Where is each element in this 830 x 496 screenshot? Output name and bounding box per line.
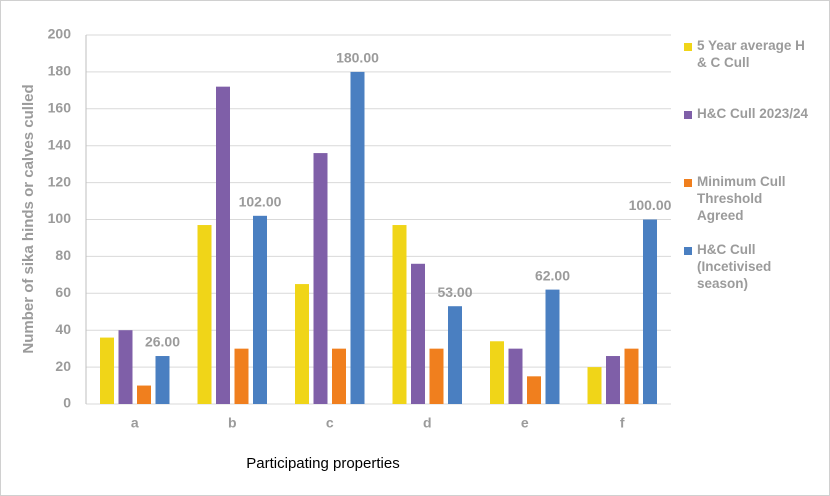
bar <box>490 341 504 404</box>
bar <box>429 348 444 404</box>
bar <box>216 86 230 404</box>
bar <box>332 348 346 404</box>
y-tick-label: 60 <box>55 284 71 300</box>
bar <box>624 348 639 404</box>
y-tick-label: 120 <box>48 173 72 189</box>
y-tick-label: 80 <box>55 247 71 263</box>
bar <box>253 215 267 404</box>
bar <box>643 219 657 404</box>
bar <box>234 348 249 404</box>
bar <box>587 367 602 404</box>
legend-item: Minimum Cull Threshold Agreed <box>684 173 809 241</box>
bar <box>100 337 114 404</box>
x-tick-label: e <box>521 415 529 431</box>
bar <box>508 348 523 404</box>
bar <box>411 263 425 404</box>
y-tick-label: 0 <box>63 395 71 411</box>
data-label: 53.00 <box>437 284 472 300</box>
bar <box>606 356 620 404</box>
legend-swatch <box>684 111 692 119</box>
x-axis-title: Participating properties <box>246 455 399 472</box>
bar <box>448 306 462 404</box>
legend-label: 5 Year average H & C Cull <box>697 38 805 70</box>
bar <box>350 71 365 405</box>
data-label: 102.00 <box>239 194 282 210</box>
x-tick-label: d <box>423 415 432 431</box>
legend-swatch <box>684 247 692 255</box>
data-label: 100.00 <box>629 197 672 213</box>
bar <box>392 225 407 404</box>
legend-label: H&C Cull 2023/24 <box>697 106 809 121</box>
legend-item: 5 Year average H & C Cull <box>684 37 809 105</box>
y-axis-title: Number of sika hinds or calves culled <box>20 84 37 353</box>
x-tick-label: c <box>326 415 334 431</box>
legend-swatch <box>684 179 692 187</box>
bar <box>197 225 212 404</box>
y-tick-label: 20 <box>55 358 71 374</box>
y-tick-label: 140 <box>48 136 72 152</box>
x-tick-label: a <box>131 415 139 431</box>
legend-swatch <box>684 43 692 51</box>
y-tick-label: 180 <box>48 63 72 79</box>
bar <box>295 284 309 404</box>
legend-item: H&C Cull (Incetivised season) <box>684 241 809 309</box>
data-label: 26.00 <box>145 334 180 350</box>
legend-label: H&C Cull (Incetivised season) <box>697 242 772 291</box>
bar <box>118 330 133 404</box>
data-label: 62.00 <box>535 267 570 283</box>
legend-label: Minimum Cull Threshold Agreed <box>697 174 786 223</box>
bar <box>313 153 328 404</box>
bar <box>137 385 151 404</box>
y-tick-label: 100 <box>48 210 72 226</box>
legend-item: H&C Cull 2023/24 <box>684 105 809 173</box>
data-label: 180.00 <box>336 50 379 66</box>
legend: 5 Year average H & C Cull H&C Cull 2023/2… <box>684 37 809 309</box>
bar <box>545 289 560 404</box>
x-tick-label: f <box>620 415 625 431</box>
bar <box>155 356 170 404</box>
y-tick-label: 160 <box>48 100 72 116</box>
y-tick-label: 200 <box>48 26 72 42</box>
bar <box>527 376 541 404</box>
x-tick-label: b <box>228 415 237 431</box>
y-tick-label: 40 <box>55 321 71 337</box>
